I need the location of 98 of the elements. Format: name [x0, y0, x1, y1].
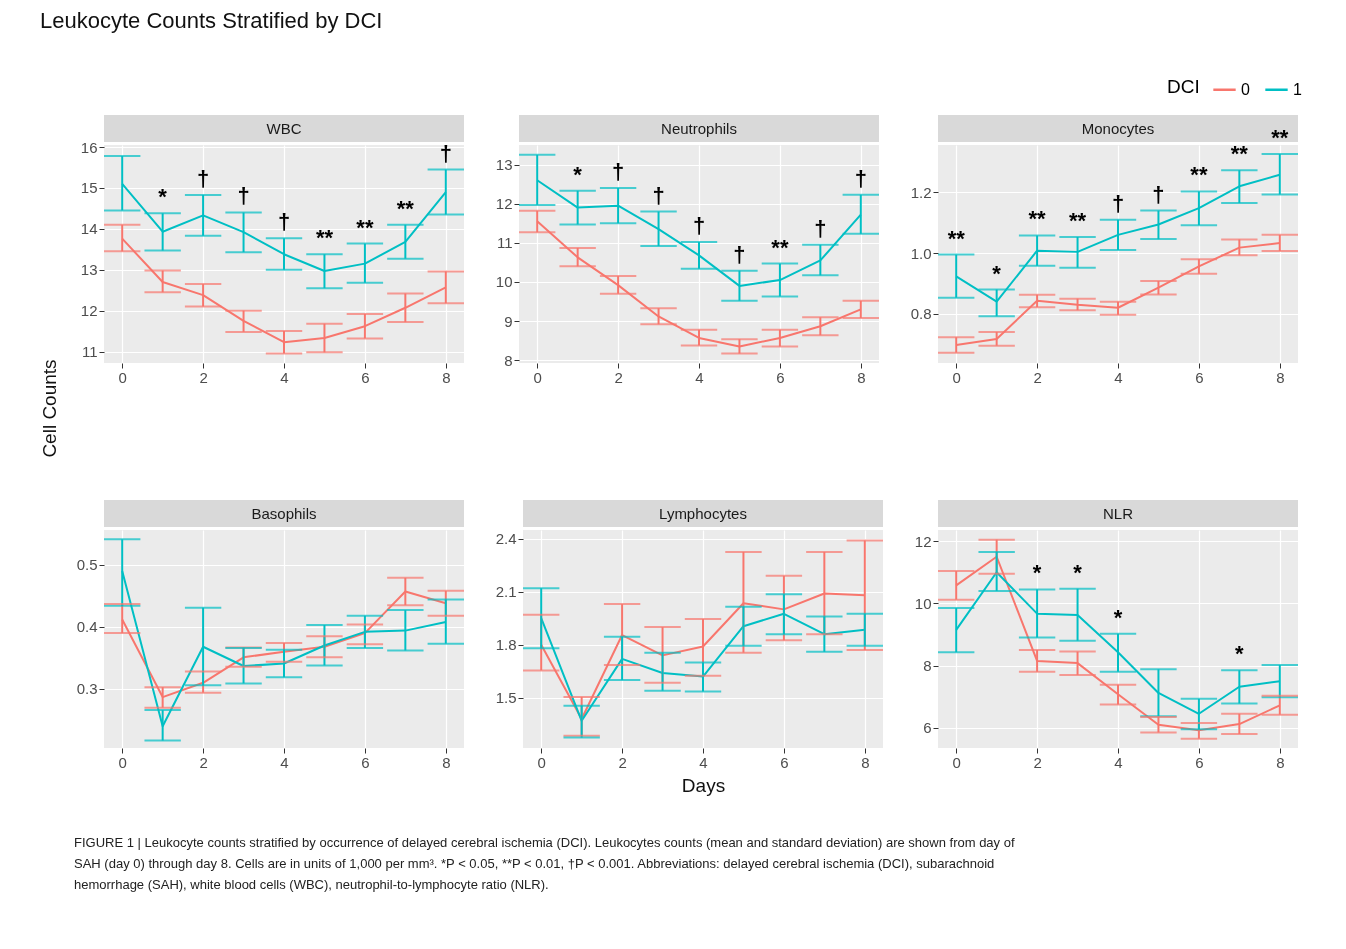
x-tick-label: 8 [857, 368, 866, 386]
annotation: † [611, 159, 625, 185]
y-tick-label: 11 [81, 343, 98, 361]
annotation: † [196, 165, 210, 191]
y-tick-label: 12 [80, 302, 98, 320]
annotation: † [814, 215, 827, 241]
y-tick-label: 13 [80, 261, 98, 279]
y-tick-label: 0.3 [76, 680, 98, 698]
y-tick-label: 0.5 [76, 556, 98, 574]
annotation: ** [1068, 208, 1087, 233]
x-tick-label: 0 [537, 753, 546, 771]
x-tick-label: 4 [699, 753, 708, 771]
annotation: † [277, 209, 291, 235]
x-tick-label: 2 [1033, 368, 1042, 386]
legend-label: 0 [1241, 80, 1250, 98]
x-tick-label: 6 [780, 753, 789, 771]
annotation: * [573, 161, 583, 187]
x-tick-label: 4 [1114, 368, 1123, 386]
annotation: † [692, 213, 706, 239]
y-tick-label: 2.1 [495, 583, 517, 601]
x-tick-label: 4 [1114, 753, 1123, 771]
text: Leukocyte Counts Stratified by DCI [40, 8, 383, 33]
annotation: ** [1230, 141, 1249, 167]
annotation: † [733, 241, 746, 267]
y-tick-label: 10 [495, 273, 513, 291]
x-tick-label: 4 [280, 753, 289, 771]
x-tick-label: 8 [1276, 753, 1285, 771]
annotation: * [1113, 604, 1123, 630]
y-tick-label: 2.4 [495, 530, 517, 548]
x-tick-label: 6 [361, 368, 370, 386]
annotation: ** [1028, 206, 1047, 232]
x-tick-label: 8 [1276, 368, 1285, 386]
x-tick-label: 0 [952, 368, 961, 386]
x-tick-label: 4 [280, 368, 289, 386]
y-tick-label: 9 [504, 312, 513, 330]
y-tick-label: 6 [923, 719, 932, 737]
caption: FIGURE 1 | Leukocyte counts stratified by occurrence of delayed cerebral ischemia (DCI). Leukocytes counts (mean and standard deviation) are shown from day of SAH (day 0) through day 8. Cells are in units of 1,000 per mm³. *P < 0.05, **P < 0.01, †P < 0.001. Abbreviations: delayed cerebral ischemia (DCI), subarachnoid hemorrhage (SAH), white blood cells (WBC), neutrophil-to-lymphocyte ratio (NLR). [74, 835, 1015, 892]
annotation: ** [315, 225, 334, 251]
x-tick-label: 0 [118, 368, 127, 386]
annotation: ** [771, 234, 789, 260]
annotation: ** [1190, 162, 1208, 188]
annotation: ** [356, 214, 374, 240]
annotation: * [992, 260, 1002, 286]
y-tick-label: 12 [914, 532, 932, 550]
x-tick-label: 6 [776, 368, 785, 386]
x-tick-label: 0 [118, 753, 127, 771]
annotation: * [1235, 641, 1245, 667]
y-tick-label: 0.4 [76, 618, 98, 636]
y-tick-label: 12 [495, 195, 513, 213]
x-tick-label: 2 [199, 368, 208, 386]
y-tick-label: 10 [914, 594, 932, 612]
y-tick-label: 13 [495, 156, 513, 174]
x-tick-label: 6 [361, 753, 370, 771]
chart-title: Neutrophils [661, 120, 737, 137]
x-tick-label: 2 [199, 753, 208, 771]
y-tick-label: 8 [504, 351, 513, 369]
annotation: † [652, 182, 665, 208]
chart-title: NLR [1102, 505, 1134, 522]
annotation: † [854, 165, 867, 191]
x-tick-label: 6 [1195, 753, 1204, 771]
x-tick-label: 2 [618, 753, 627, 771]
y-tick-label: 1.5 [495, 689, 517, 707]
chart-title: Monocytes [1081, 120, 1155, 137]
legend-label: 1 [1293, 80, 1302, 98]
x-tick-label: 2 [1033, 753, 1042, 771]
x-axis-title: Days [681, 774, 726, 796]
chart-title: WBC [266, 120, 302, 137]
annotation: † [1152, 181, 1165, 207]
annotation: ** [1271, 125, 1289, 151]
x-tick-label: 4 [695, 368, 704, 386]
y-tick-label: 14 [80, 220, 98, 238]
annotation: ** [947, 225, 966, 251]
annotation: † [1111, 190, 1125, 216]
x-tick-label: 8 [861, 753, 870, 771]
annotation: * [158, 184, 168, 210]
y-tick-label: 0.8 [910, 305, 932, 323]
chart-title: Basophils [251, 505, 317, 522]
y-tick-label: 16 [80, 138, 98, 156]
y-tick-label: 8 [923, 657, 932, 675]
annotation: * [1032, 560, 1042, 586]
y-tick-label: 1.0 [910, 244, 932, 262]
x-tick-label: 0 [952, 753, 961, 771]
x-tick-label: 8 [442, 368, 451, 386]
legend-title: DCI [1167, 76, 1200, 97]
annotation: * [1073, 559, 1083, 585]
annotation: † [439, 140, 452, 166]
x-tick-label: 6 [1195, 368, 1204, 386]
x-tick-label: 2 [614, 368, 623, 386]
x-tick-label: 8 [442, 753, 451, 771]
y-tick-label: 1.8 [495, 636, 517, 654]
chart-title: Lymphocytes [659, 505, 747, 522]
annotation: ** [396, 195, 415, 221]
annotation: † [237, 183, 250, 209]
y-tick-label: 11 [496, 234, 513, 252]
y-tick-label: 15 [80, 179, 98, 197]
y-axis-title: Cell Counts [38, 359, 60, 458]
y-tick-label: 1.2 [910, 183, 932, 201]
x-tick-label: 0 [533, 368, 542, 386]
